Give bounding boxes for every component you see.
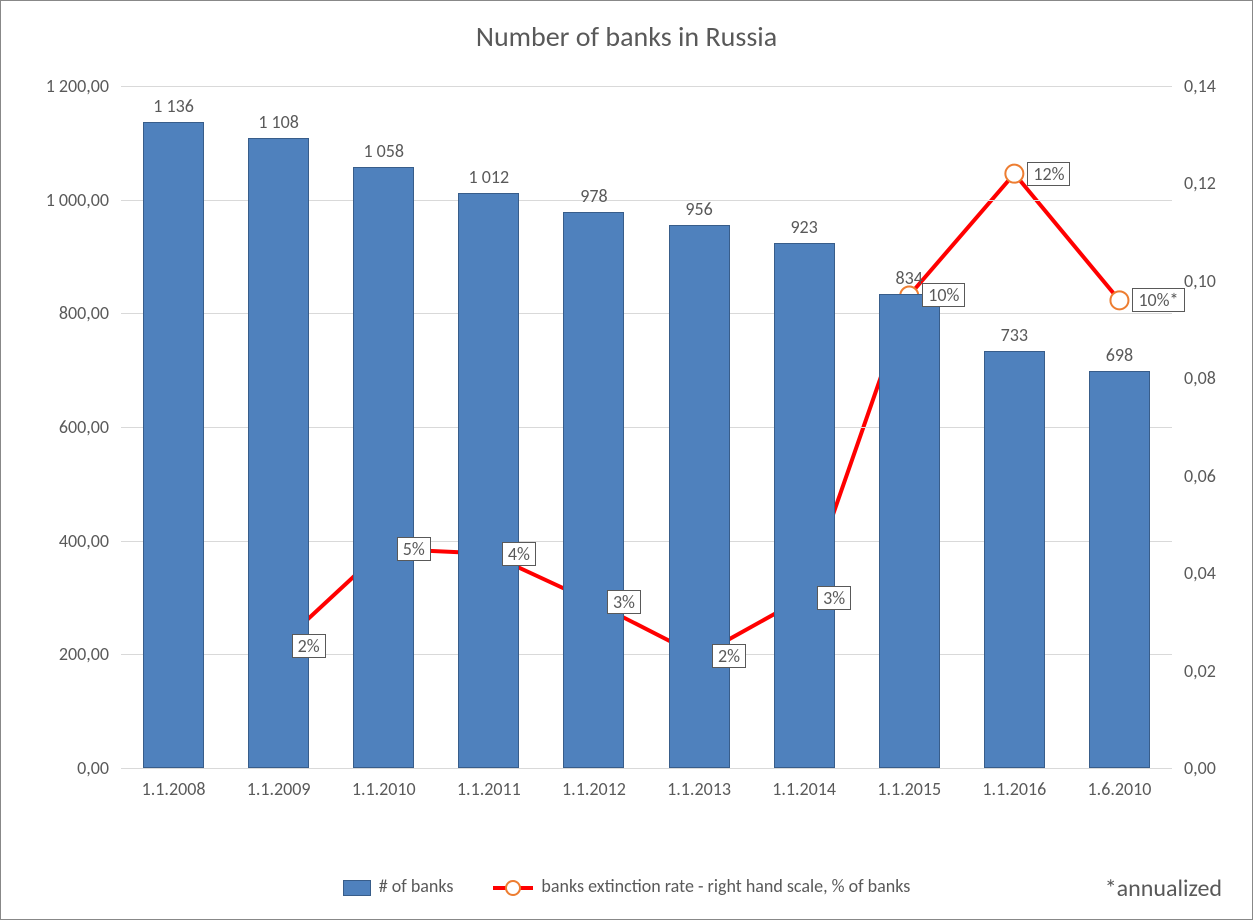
bar: 1 136 [143,122,204,768]
y1-tick-label: 600,00 [59,416,109,438]
x-tick-label: 1.1.2011 [457,778,521,800]
y1-tick-label: 0,00 [77,757,109,779]
x-tick-label: 1.1.2015 [877,778,941,800]
chart-title: Number of banks in Russia [1,19,1252,54]
y2-tick-label: 0,06 [1184,465,1216,487]
line-marker [1110,291,1128,309]
footnote: *annualized [1105,874,1222,903]
line-point-label: 2% [712,644,746,668]
line-point-label: 2% [292,634,326,658]
x-tick-label: 1.1.2008 [142,778,206,800]
legend-bar-swatch [343,880,371,896]
y1-tick-label: 1 000,00 [46,189,109,211]
bar-value-label: 1 058 [363,140,404,162]
plot-area: 0,00200,00400,00600,00800,001 000,001 20… [121,86,1172,769]
y2-tick-label: 0,02 [1184,660,1216,682]
bar: 733 [984,351,1045,768]
bar-value-label: 978 [580,185,607,207]
bar-value-label: 1 108 [258,111,299,133]
y2-tick-label: 0,00 [1184,757,1216,779]
y2-tick-label: 0,08 [1184,367,1216,389]
line-point-label: 10% [922,283,965,307]
bar-value-label: 956 [685,198,712,220]
legend-line-swatch [493,879,533,897]
legend-series-bars: # of banks [343,875,454,897]
legend-bar-label: # of banks [379,875,454,897]
x-tick-label: 1.1.2016 [982,778,1046,800]
bar-value-label: 1 136 [153,95,194,117]
y1-tick-label: 200,00 [59,643,109,665]
bar-value-label: 834 [896,267,923,289]
x-tick-label: 1.1.2013 [667,778,731,800]
y2-tick-label: 0,04 [1184,562,1216,584]
line-point-label: 12% [1027,162,1070,186]
chart-frame: Number of banks in Russia 0,00200,00400,… [0,0,1253,920]
x-tick-label: 1.1.2010 [352,778,416,800]
bar: 1 012 [458,193,519,768]
line-point-label: 5% [397,537,431,561]
y2-tick-label: 0,10 [1184,270,1216,292]
line-marker [1005,165,1023,183]
bar: 956 [669,225,730,768]
bar: 923 [774,243,835,768]
line-point-label: 4% [502,542,536,566]
legend-line-label: banks extinction rate - right hand scale… [541,875,910,897]
legend: # of banks banks extinction rate - right… [1,875,1252,897]
bar-value-label: 923 [790,216,817,238]
y1-tick-label: 800,00 [59,302,109,324]
x-tick-label: 1.1.2012 [562,778,626,800]
x-tick-label: 1.1.2009 [247,778,311,800]
line-point-label: 3% [607,590,641,614]
bar: 698 [1089,371,1150,768]
bar: 1 108 [248,138,309,768]
bar: 978 [563,212,624,768]
legend-series-line: banks extinction rate - right hand scale… [493,875,910,897]
line-point-label: 10%* [1132,288,1184,312]
bar-value-label: 698 [1106,344,1133,366]
x-tick-label: 1.1.2014 [772,778,836,800]
bar-value-label: 1 012 [469,166,510,188]
bar: 834 [879,294,940,768]
gridline [121,86,1172,87]
y1-tick-label: 1 200,00 [46,75,109,97]
y1-tick-label: 400,00 [59,530,109,552]
bar-value-label: 733 [1001,324,1028,346]
line-point-label: 3% [817,586,851,610]
x-tick-label: 1.6.2010 [1088,778,1152,800]
y2-tick-label: 0,14 [1184,75,1216,97]
y2-tick-label: 0,12 [1184,172,1216,194]
bar: 1 058 [353,167,414,768]
